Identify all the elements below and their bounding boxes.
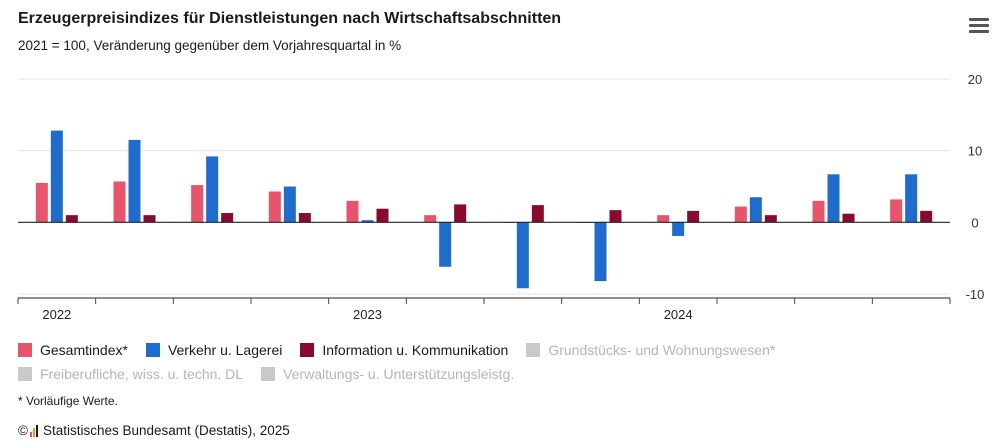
bar-1-1 [128,139,141,223]
bar-0-0 [35,182,48,223]
legend-item[interactable]: Verwaltungs- u. Unterstützungsleistg. [261,363,514,385]
footnote: * Vorläufige Werte. [18,394,118,408]
bar-1-0 [50,130,63,223]
bar-1-7 [594,222,607,282]
legend-label: Grundstücks- und Wohnungswesen* [548,342,776,358]
bar-1-10 [827,174,840,223]
legend-swatch [145,343,160,357]
bar-0-11 [890,199,903,223]
y-tick-label: 20 [968,72,982,87]
legend-swatch [18,367,32,381]
bar-2-6 [531,205,544,223]
legend: Gesamtindex* Verkehr u. Lagerei Informatio… [18,339,978,387]
legend-swatch [300,343,315,357]
copyright-symbol: © [18,423,28,438]
bar-2-7 [609,210,622,223]
legend-label: Information u. Kommunikation [322,342,509,358]
bar-0-4 [346,200,359,223]
bar-1-9 [749,197,762,223]
legend-item[interactable]: Information u. Kommunikation [300,339,508,361]
bar-0-2 [191,185,204,223]
chart-subtitle: 2021 = 100, Veränderung gegenüber dem Vo… [18,38,402,53]
bar-2-8 [687,210,700,223]
legend-item[interactable]: Grundstücks- und Wohnungswesen* [526,339,775,361]
x-tick-label: 2023 [353,307,382,322]
hamburger-menu-icon[interactable] [969,18,989,34]
bar-0-10 [812,200,825,223]
bar-0-1 [113,181,126,223]
bar-2-2 [221,213,234,223]
y-tick-label: -10 [966,287,985,302]
credits[interactable]: © Statistisches Bundesamt (Destatis), 20… [18,423,290,438]
legend-swatch [18,343,32,357]
bar-2-5 [454,204,467,223]
legend-label: Verkehr u. Lagerei [167,342,283,358]
destatis-logo-icon [29,424,39,437]
bar-2-10 [842,213,855,223]
y-tick-label: 0 [971,215,978,230]
bar-0-9 [734,206,747,223]
bar-0-8 [657,215,670,223]
legend-label: Gesamtindex* [40,342,128,358]
credits-text: Statistisches Bundesamt (Destatis), 2025 [42,423,290,438]
bar-2-11 [920,210,933,223]
bar-1-4 [361,220,374,223]
bar-2-0 [65,215,78,223]
bar-1-11 [905,174,918,223]
bar-2-4 [376,208,389,223]
legend-label: Verwaltungs- u. Unterstützungsleistg. [283,366,515,382]
bar-2-3 [298,213,311,223]
x-tick-label: 2022 [42,307,71,322]
legend-swatch [526,343,541,357]
bar-1-6 [516,222,529,289]
bar-2-1 [143,215,156,223]
bar-0-3 [268,191,281,223]
legend-swatch [261,367,276,381]
legend-item[interactable]: Freiberufliche, wiss. u. techn. DL [18,363,243,385]
legend-label: Freiberufliche, wiss. u. techn. DL [40,366,244,382]
legend-item[interactable]: Gesamtindex* [18,339,128,361]
bar-1-5 [439,222,452,267]
bar-chart: 20 10 0 -10 2022 2023 2024 [17,72,985,322]
x-tick-label: 2024 [664,307,693,322]
bar-0-5 [424,215,437,223]
bar-2-9 [764,215,777,223]
bar-1-2 [206,156,219,223]
y-tick-label: 10 [968,144,982,159]
bar-1-3 [283,186,296,223]
bar-1-8 [672,222,685,236]
chart-title: Erzeugerpreisindizes für Dienstleistunge… [18,10,562,27]
legend-item[interactable]: Verkehr u. Lagerei [145,339,283,361]
